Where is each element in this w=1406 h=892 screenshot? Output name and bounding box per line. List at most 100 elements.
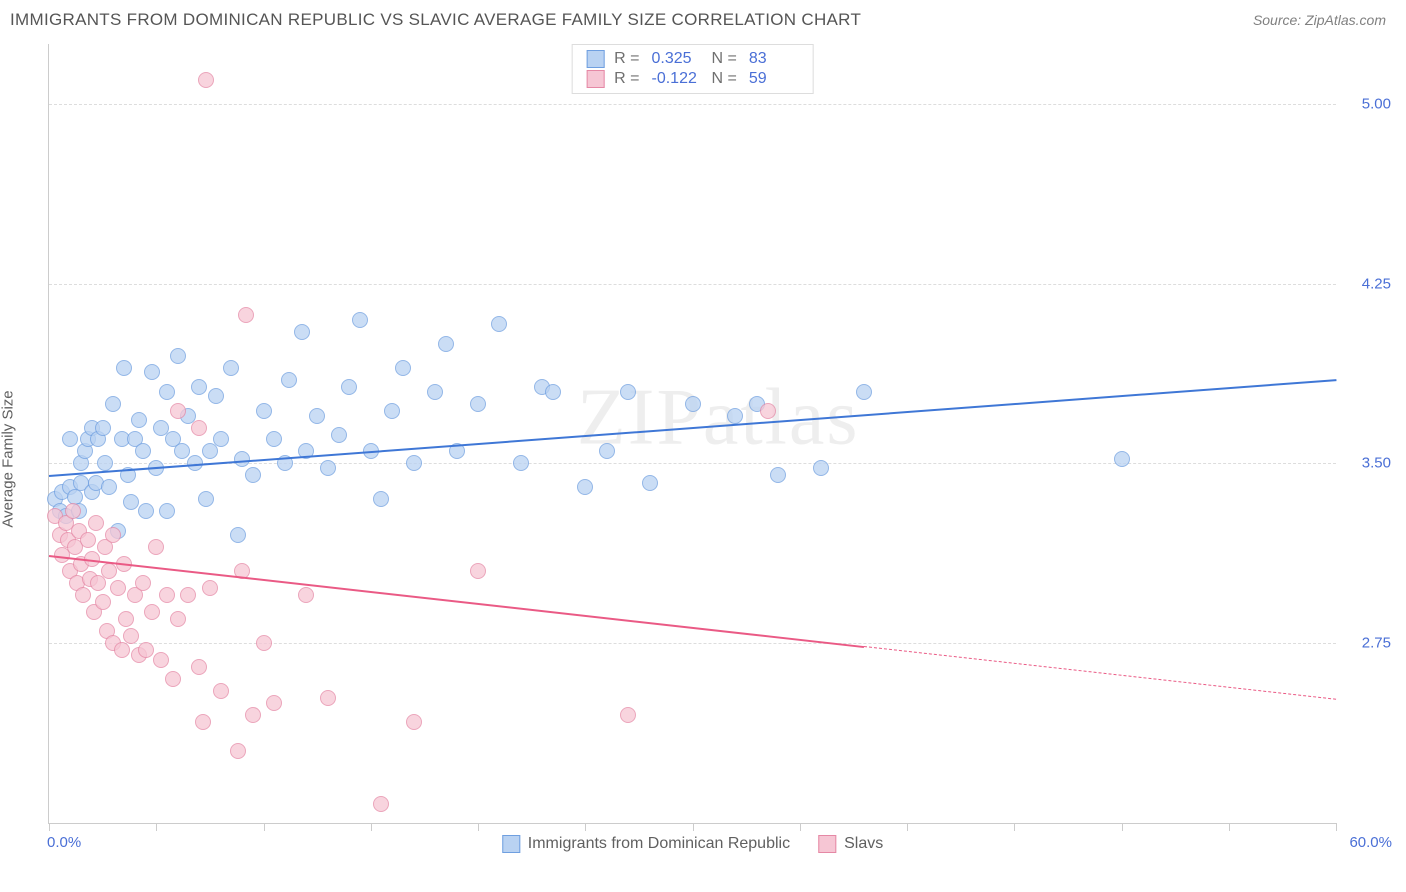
data-point [1114,451,1130,467]
data-point [234,451,250,467]
data-point [80,532,96,548]
data-point [266,695,282,711]
data-point [245,707,261,723]
data-point [165,671,181,687]
data-point [727,408,743,424]
x-max-label: 60.0% [1349,834,1392,851]
x-tick [1229,823,1230,831]
chart-container: Average Family Size ZIPatlas R =0.325N =… [0,34,1406,884]
data-point [135,443,151,459]
data-point [384,403,400,419]
data-point [191,379,207,395]
data-point [95,420,111,436]
x-tick [156,823,157,831]
data-point [123,628,139,644]
data-point [75,587,91,603]
data-point [266,431,282,447]
y-tick-label: 2.75 [1343,635,1391,652]
data-point [256,403,272,419]
stats-row: R =0.325N =83 [586,49,799,69]
data-point [97,455,113,471]
data-point [373,491,389,507]
legend-item: Slavs [818,835,883,853]
data-point [545,384,561,400]
x-tick [1122,823,1123,831]
data-point [95,594,111,610]
data-point [213,431,229,447]
data-point [760,403,776,419]
chart-header: IMMIGRANTS FROM DOMINICAN REPUBLIC VS SL… [0,0,1406,34]
data-point [144,364,160,380]
x-tick [693,823,694,831]
data-point [406,714,422,730]
data-point [191,420,207,436]
data-point [245,467,261,483]
data-point [174,443,190,459]
chart-title: IMMIGRANTS FROM DOMINICAN REPUBLIC VS SL… [10,10,861,30]
data-point [195,714,211,730]
data-point [513,455,529,471]
stat-r-value: 0.325 [652,50,702,68]
stat-n-label: N = [712,50,737,68]
gridline [49,284,1336,285]
data-point [110,580,126,596]
data-point [620,707,636,723]
data-point [813,460,829,476]
data-point [373,796,389,812]
data-point [153,420,169,436]
data-point [599,443,615,459]
data-point [131,412,147,428]
data-point [148,539,164,555]
data-point [230,527,246,543]
x-min-label: 0.0% [47,834,81,851]
data-point [427,384,443,400]
data-point [202,580,218,596]
data-point [191,659,207,675]
data-point [620,384,636,400]
data-point [352,312,368,328]
data-point [256,635,272,651]
legend-swatch [586,50,604,68]
x-tick [907,823,908,831]
data-point [341,379,357,395]
data-point [238,307,254,323]
data-point [491,316,507,332]
plot-area: ZIPatlas R =0.325N =83R =-0.122N =59 Imm… [48,44,1336,824]
y-tick-label: 4.25 [1343,275,1391,292]
data-point [153,652,169,668]
x-tick [49,823,50,831]
y-tick-label: 3.50 [1343,455,1391,472]
data-point [230,743,246,759]
data-point [144,604,160,620]
data-point [138,642,154,658]
data-point [770,467,786,483]
data-point [198,72,214,88]
legend-label: Immigrants from Dominican Republic [528,835,790,853]
data-point [159,384,175,400]
x-tick [1014,823,1015,831]
data-point [577,479,593,495]
stat-r-label: R = [614,70,639,88]
stat-n-label: N = [712,70,737,88]
data-point [309,408,325,424]
data-point [62,431,78,447]
x-tick [371,823,372,831]
data-point [294,324,310,340]
data-point [470,396,486,412]
stats-row: R =-0.122N =59 [586,69,799,89]
data-point [213,683,229,699]
data-point [138,503,154,519]
source-attribution: Source: ZipAtlas.com [1253,12,1386,28]
data-point [114,642,130,658]
data-point [470,563,486,579]
source-name: ZipAtlas.com [1305,12,1386,28]
source-prefix: Source: [1253,12,1305,28]
data-point [116,360,132,376]
data-point [198,491,214,507]
stats-box: R =0.325N =83R =-0.122N =59 [571,44,814,94]
data-point [685,396,701,412]
data-point [856,384,872,400]
data-point [208,388,224,404]
y-tick-label: 5.00 [1343,95,1391,112]
stat-r-value: -0.122 [652,70,702,88]
